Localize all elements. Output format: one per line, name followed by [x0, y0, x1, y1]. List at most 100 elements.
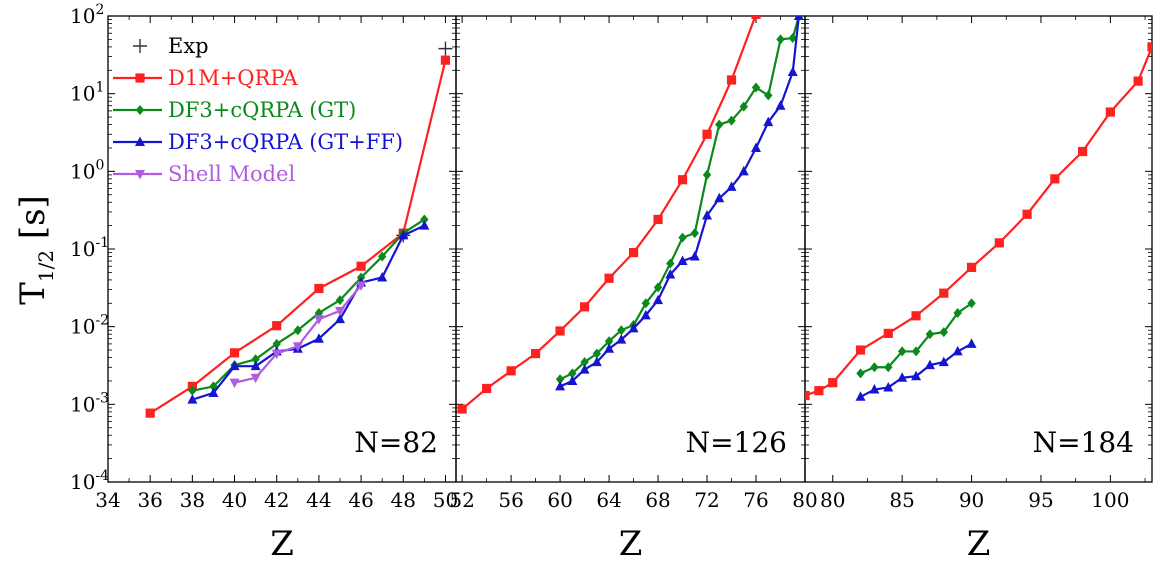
- data-point: [579, 364, 590, 374]
- legend-marker: [135, 136, 145, 146]
- data-point: [677, 175, 688, 185]
- data-point: [911, 346, 921, 357]
- data-point: [250, 360, 261, 371]
- data-point: [251, 354, 260, 365]
- data-point: [335, 306, 345, 317]
- x-tick-label: 46: [348, 488, 373, 512]
- data-point: [293, 325, 303, 336]
- y-axis: 10-4 10-3 10-2 10-1 100 101 102 T1/2 [s]: [13, 2, 109, 494]
- legend-label: DF3+cQRPA (GT+FF): [168, 130, 403, 154]
- panel-label: N=184: [1033, 426, 1134, 459]
- data-point: [377, 271, 388, 282]
- x-tick-label: 48: [391, 488, 416, 512]
- data-point: [313, 315, 324, 325]
- x-tick-label: 52: [449, 488, 474, 512]
- data-point: [530, 349, 541, 359]
- data-point: [764, 90, 773, 101]
- data-point: [506, 366, 516, 376]
- data-point: [726, 181, 737, 191]
- x-tick-label: 95: [1028, 488, 1053, 512]
- data-point: [653, 214, 663, 225]
- x-axis-title: Z: [619, 524, 643, 562]
- data-point: [292, 342, 303, 352]
- x-tick-label: 85: [889, 488, 914, 512]
- x-axis-title: Z: [967, 524, 991, 562]
- y-tick-label: 101: [70, 80, 104, 106]
- data-point: [229, 348, 240, 358]
- y-tick-label: 100: [70, 157, 104, 183]
- data-point: [739, 101, 748, 112]
- legend-label: DF3+cQRPA (GT): [168, 98, 356, 122]
- data-point: [967, 298, 976, 309]
- data-point: [856, 368, 865, 379]
- data-point: [994, 238, 1004, 248]
- data-point: [335, 295, 345, 306]
- data-point: [1133, 76, 1143, 86]
- data-point: [788, 33, 797, 44]
- data-point: [419, 220, 430, 230]
- x-tick-label: 72: [694, 488, 719, 512]
- data-point: [591, 356, 602, 367]
- x-tick-label: 64: [596, 488, 621, 512]
- x-tick-label: 42: [264, 488, 289, 512]
- data-point: [579, 302, 590, 312]
- data-point: [702, 129, 712, 139]
- data-point: [966, 262, 977, 272]
- data-point: [897, 372, 908, 382]
- data-point: [776, 34, 785, 45]
- data-point: [884, 362, 893, 373]
- series-line-df3-cqrpa-gt-: [559, 16, 800, 381]
- y-tick-label: 10-4: [70, 468, 109, 494]
- data-point: [787, 66, 798, 77]
- data-point: [883, 381, 894, 392]
- data-point: [356, 281, 367, 291]
- legend-label: Exp: [168, 34, 209, 58]
- legend-marker: [135, 73, 145, 83]
- data-point: [911, 311, 921, 321]
- data-point: [653, 282, 663, 293]
- data-point: [313, 333, 324, 343]
- data-point: [814, 386, 824, 396]
- data-point: [953, 307, 962, 318]
- data-point: [869, 384, 880, 394]
- x-tick-label: 80: [792, 488, 817, 512]
- data-point: [628, 322, 639, 333]
- data-point: [272, 321, 282, 331]
- x-tick-label: 100: [1091, 488, 1129, 512]
- data-point: [805, 390, 810, 401]
- y-tick-label: 10-1: [70, 235, 109, 261]
- data-point: [870, 362, 879, 373]
- data-point: [678, 232, 687, 243]
- data-point: [440, 55, 451, 65]
- data-point: [793, 16, 804, 20]
- data-point: [628, 247, 639, 258]
- data-point: [690, 228, 699, 239]
- data-point: [689, 251, 700, 261]
- panel-data: [805, 42, 1152, 401]
- series-line-df3-cqrpa-gt-ff-: [192, 224, 425, 401]
- x-tick-label: 56: [498, 488, 523, 512]
- data-point: [855, 391, 866, 401]
- data-point: [568, 368, 577, 379]
- data-point: [592, 348, 602, 359]
- data-point: [738, 165, 749, 176]
- panel-3: 80 85 90 95 100 Z N=184: [804, 15, 1153, 562]
- data-point: [751, 16, 761, 19]
- data-point: [438, 41, 453, 56]
- data-point: [377, 251, 387, 262]
- data-point: [271, 349, 282, 360]
- data-point: [580, 357, 589, 368]
- data-point: [640, 309, 651, 320]
- data-point: [715, 119, 724, 130]
- y-tick-label: 10-2: [70, 313, 109, 339]
- panel-data: [457, 16, 804, 414]
- data-point: [1147, 42, 1152, 52]
- data-point: [1050, 174, 1060, 184]
- data-point: [272, 338, 281, 349]
- x-tick-label: 80: [820, 488, 845, 512]
- data-point: [356, 261, 366, 271]
- y-tick-label: 102: [70, 2, 104, 28]
- data-point: [855, 345, 866, 355]
- data-point: [555, 374, 565, 385]
